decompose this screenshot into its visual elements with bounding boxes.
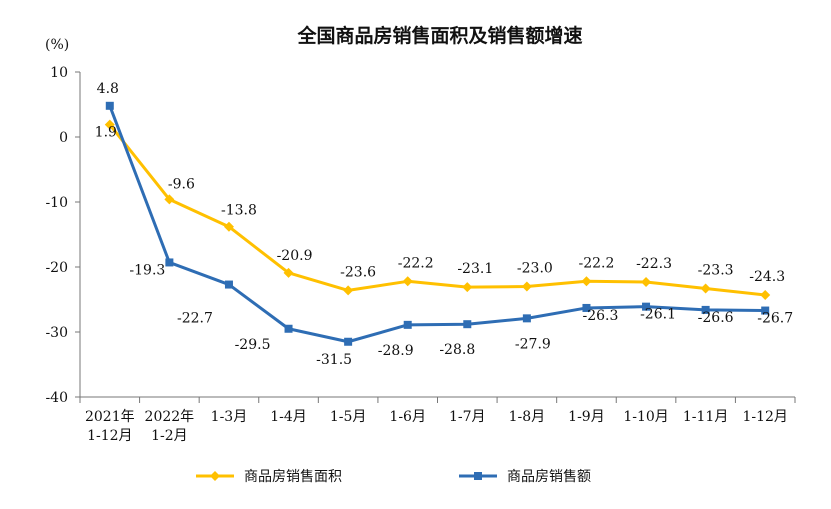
data-label: -13.8 bbox=[221, 203, 257, 219]
data-label: -26.1 bbox=[640, 307, 676, 323]
data-label: -23.6 bbox=[340, 264, 376, 280]
data-point bbox=[641, 276, 652, 287]
x-tick-label: 2021年 1-12月 bbox=[85, 409, 135, 444]
data-point bbox=[760, 289, 771, 300]
series-line bbox=[108, 123, 766, 297]
x-tick-label: 1-12月 bbox=[742, 409, 787, 425]
y-tick-label: 10 bbox=[50, 65, 68, 81]
data-point bbox=[521, 281, 532, 292]
data-point bbox=[761, 306, 770, 315]
data-label: -22.2 bbox=[398, 255, 434, 271]
y-unit-label: (%) bbox=[45, 37, 69, 53]
legend-label: 商品房销售额 bbox=[507, 469, 591, 485]
data-point bbox=[105, 101, 114, 110]
data-point bbox=[402, 276, 413, 287]
data-point bbox=[403, 320, 412, 329]
x-tick-label: 1-8月 bbox=[509, 409, 546, 425]
data-point bbox=[165, 258, 174, 267]
y-tick-label: -20 bbox=[45, 260, 68, 276]
data-label: -26.6 bbox=[698, 310, 734, 326]
series-layer: 1.9 -9.6 -13.8 -20.9 -23.6 -22.2 -23.1 -23.0 -22… bbox=[95, 81, 794, 368]
data-label: -20.9 bbox=[277, 248, 313, 264]
data-label: -31.5 bbox=[316, 352, 352, 368]
x-tick-label: 1-9月 bbox=[568, 409, 605, 425]
data-label: -22.7 bbox=[177, 311, 213, 327]
data-point bbox=[700, 283, 711, 294]
legend: 商品房销售面积 商品房销售额 bbox=[196, 469, 591, 485]
data-label: -26.3 bbox=[583, 308, 619, 324]
data-point bbox=[701, 305, 710, 314]
data-label: -26.7 bbox=[757, 311, 793, 327]
data-label: -23.3 bbox=[698, 262, 734, 278]
x-tick-label: 1-6月 bbox=[389, 409, 426, 425]
x-tick-label: 1-11月 bbox=[683, 409, 728, 425]
axes: 10 0 -10 -20 -30 -40 2021年 1-12月 2022年 1-2月 1-3月 1-… bbox=[45, 65, 796, 444]
y-tick-label: -10 bbox=[45, 195, 68, 211]
data-label: 4.8 bbox=[97, 81, 119, 97]
data-label: -22.2 bbox=[579, 255, 615, 271]
data-point bbox=[462, 282, 473, 293]
data-point bbox=[283, 267, 294, 278]
data-point bbox=[463, 320, 472, 329]
data-point bbox=[642, 302, 651, 311]
data-point bbox=[581, 276, 592, 287]
y-tick-label: 0 bbox=[59, 130, 68, 146]
legend-marker bbox=[210, 471, 220, 481]
data-label: -29.5 bbox=[235, 337, 271, 353]
data-point bbox=[223, 221, 234, 232]
data-label: -19.3 bbox=[129, 262, 165, 278]
series-group: 1.9 -9.6 -13.8 -20.9 -23.6 -22.2 -23.1 -23.0 -22… bbox=[95, 119, 785, 300]
data-point bbox=[344, 337, 353, 346]
x-tick-label: 1-7月 bbox=[449, 409, 486, 425]
data-label: 1.9 bbox=[95, 125, 117, 141]
data-label: -28.8 bbox=[439, 342, 475, 358]
x-tick-label: 1-10月 bbox=[623, 409, 668, 425]
data-label: -23.0 bbox=[517, 261, 553, 277]
chart-title: 全国商品房销售面积及销售额增速 bbox=[296, 24, 582, 47]
data-label: -24.3 bbox=[749, 269, 785, 285]
data-point bbox=[522, 314, 531, 323]
data-label: -23.1 bbox=[457, 261, 493, 277]
data-label: -28.9 bbox=[378, 343, 414, 359]
data-point bbox=[284, 324, 293, 333]
y-tick-label: -40 bbox=[45, 390, 68, 406]
series-group: 4.8 -19.3 -22.7 -29.5 -31.5 -28.9 -28.8 -27.9 -2… bbox=[97, 81, 794, 368]
data-point bbox=[164, 194, 175, 205]
x-tick-label: 1-5月 bbox=[330, 409, 367, 425]
data-point bbox=[343, 285, 354, 296]
x-tick-label: 1-3月 bbox=[211, 409, 248, 425]
x-tick-label: 1-4月 bbox=[270, 409, 307, 425]
data-point bbox=[104, 119, 115, 130]
data-point bbox=[582, 303, 591, 312]
series-line bbox=[108, 105, 766, 344]
data-label: -22.3 bbox=[636, 256, 672, 272]
data-label: -9.6 bbox=[168, 176, 195, 192]
legend-label: 商品房销售面积 bbox=[244, 469, 342, 485]
x-tick-label: 2022年 1-2月 bbox=[145, 409, 195, 444]
data-label: -27.9 bbox=[515, 336, 551, 352]
y-tick-label: -30 bbox=[45, 325, 68, 341]
data-point bbox=[224, 280, 233, 289]
legend-marker bbox=[474, 472, 482, 480]
